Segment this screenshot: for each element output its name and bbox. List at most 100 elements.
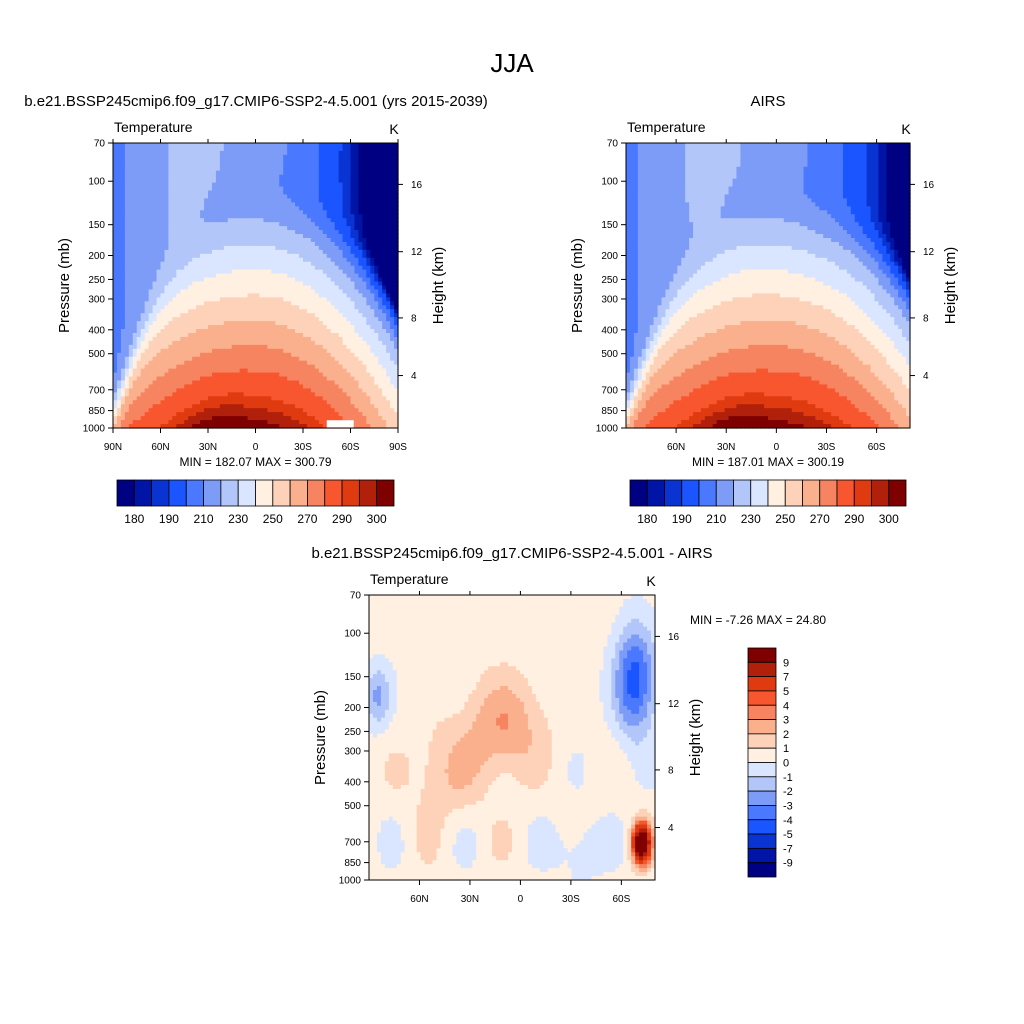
field-cell <box>322 329 328 334</box>
field-cell <box>346 238 352 243</box>
field-cell <box>196 321 201 326</box>
field-cell <box>299 277 304 283</box>
field-cell <box>370 340 375 346</box>
field-cell <box>132 309 138 314</box>
field-cell <box>382 174 387 180</box>
field-cell <box>306 249 312 255</box>
field-cell <box>358 273 363 279</box>
field-cell <box>271 214 276 219</box>
field-cell <box>239 368 245 374</box>
field-cell <box>223 162 229 168</box>
field-cell <box>291 329 296 334</box>
field-cell <box>140 158 146 164</box>
field-cell <box>318 186 324 192</box>
field-cell <box>382 329 387 334</box>
field-cell <box>291 356 296 362</box>
field-cell <box>235 226 241 231</box>
field-cell <box>310 309 316 314</box>
field-cell <box>192 166 197 172</box>
field-cell <box>374 293 379 298</box>
field-cell <box>196 416 201 421</box>
field-cell <box>350 226 356 231</box>
field-cell <box>188 305 193 310</box>
field-cell <box>378 404 383 409</box>
field-cell <box>350 396 356 401</box>
field-cell <box>326 162 332 168</box>
field-cell <box>267 325 272 330</box>
field-cell <box>200 317 205 322</box>
field-cell <box>116 146 122 152</box>
field-cell <box>291 218 296 223</box>
field-cell <box>350 174 356 180</box>
field-cell <box>192 210 197 215</box>
field-cell <box>251 210 257 215</box>
field-cell <box>322 360 328 366</box>
field-cell <box>140 265 146 271</box>
field-cell <box>342 194 348 200</box>
field-cell <box>299 400 304 405</box>
field-cell <box>366 234 371 239</box>
field-cell <box>338 285 344 291</box>
field-cell <box>128 333 134 338</box>
field-cell <box>303 238 308 243</box>
field-cell <box>164 202 170 207</box>
field-cell <box>370 186 375 192</box>
field-cell <box>113 198 118 203</box>
field-cell <box>346 226 352 231</box>
field-cell <box>128 297 134 302</box>
field-cell <box>227 368 233 374</box>
field-cell <box>116 404 122 409</box>
field-cell <box>287 146 292 152</box>
field-cell <box>271 182 276 188</box>
field-cell <box>350 222 356 227</box>
field-cell <box>223 293 229 298</box>
field-cell <box>322 376 328 382</box>
field-cell <box>334 360 340 366</box>
field-cell <box>394 309 399 314</box>
field-cell <box>291 154 296 160</box>
field-cell <box>354 356 360 362</box>
field-cell <box>120 380 126 386</box>
field-cell <box>259 336 265 342</box>
field-cell <box>378 285 383 291</box>
field-cell <box>342 309 348 314</box>
field-cell <box>113 146 118 152</box>
field-cell <box>378 238 383 243</box>
field-cell <box>263 170 268 176</box>
field-cell <box>291 249 296 255</box>
field-cell <box>219 214 225 219</box>
field-cell <box>219 170 225 176</box>
field-cell <box>124 301 130 306</box>
field-cell <box>350 253 356 259</box>
field-cell <box>318 392 324 397</box>
field-cell <box>279 198 284 203</box>
field-cell <box>386 309 391 314</box>
field-cell <box>358 336 363 342</box>
field-cell <box>172 317 177 322</box>
field-cell <box>235 364 241 370</box>
field-cell <box>184 154 189 160</box>
field-cell <box>275 253 280 259</box>
field-cell <box>362 150 367 156</box>
field-cell <box>263 325 268 330</box>
field-cell <box>386 269 391 275</box>
field-cell <box>259 230 265 235</box>
field-cell <box>366 293 371 298</box>
field-cell <box>243 297 249 302</box>
field-cell <box>124 178 130 184</box>
field-cell <box>132 416 138 421</box>
field-cell <box>386 340 391 346</box>
field-cell <box>255 186 261 192</box>
field-cell <box>287 190 292 196</box>
field-cell <box>255 317 261 322</box>
field-cell <box>140 154 146 160</box>
field-cell <box>247 400 253 405</box>
field-cell <box>291 230 296 235</box>
field-cell <box>239 380 245 386</box>
field-cell <box>215 178 221 184</box>
field-cell <box>227 154 233 160</box>
field-cell <box>382 364 387 370</box>
field-cell <box>342 238 348 243</box>
field-cell <box>271 146 276 152</box>
field-cell <box>164 408 170 413</box>
